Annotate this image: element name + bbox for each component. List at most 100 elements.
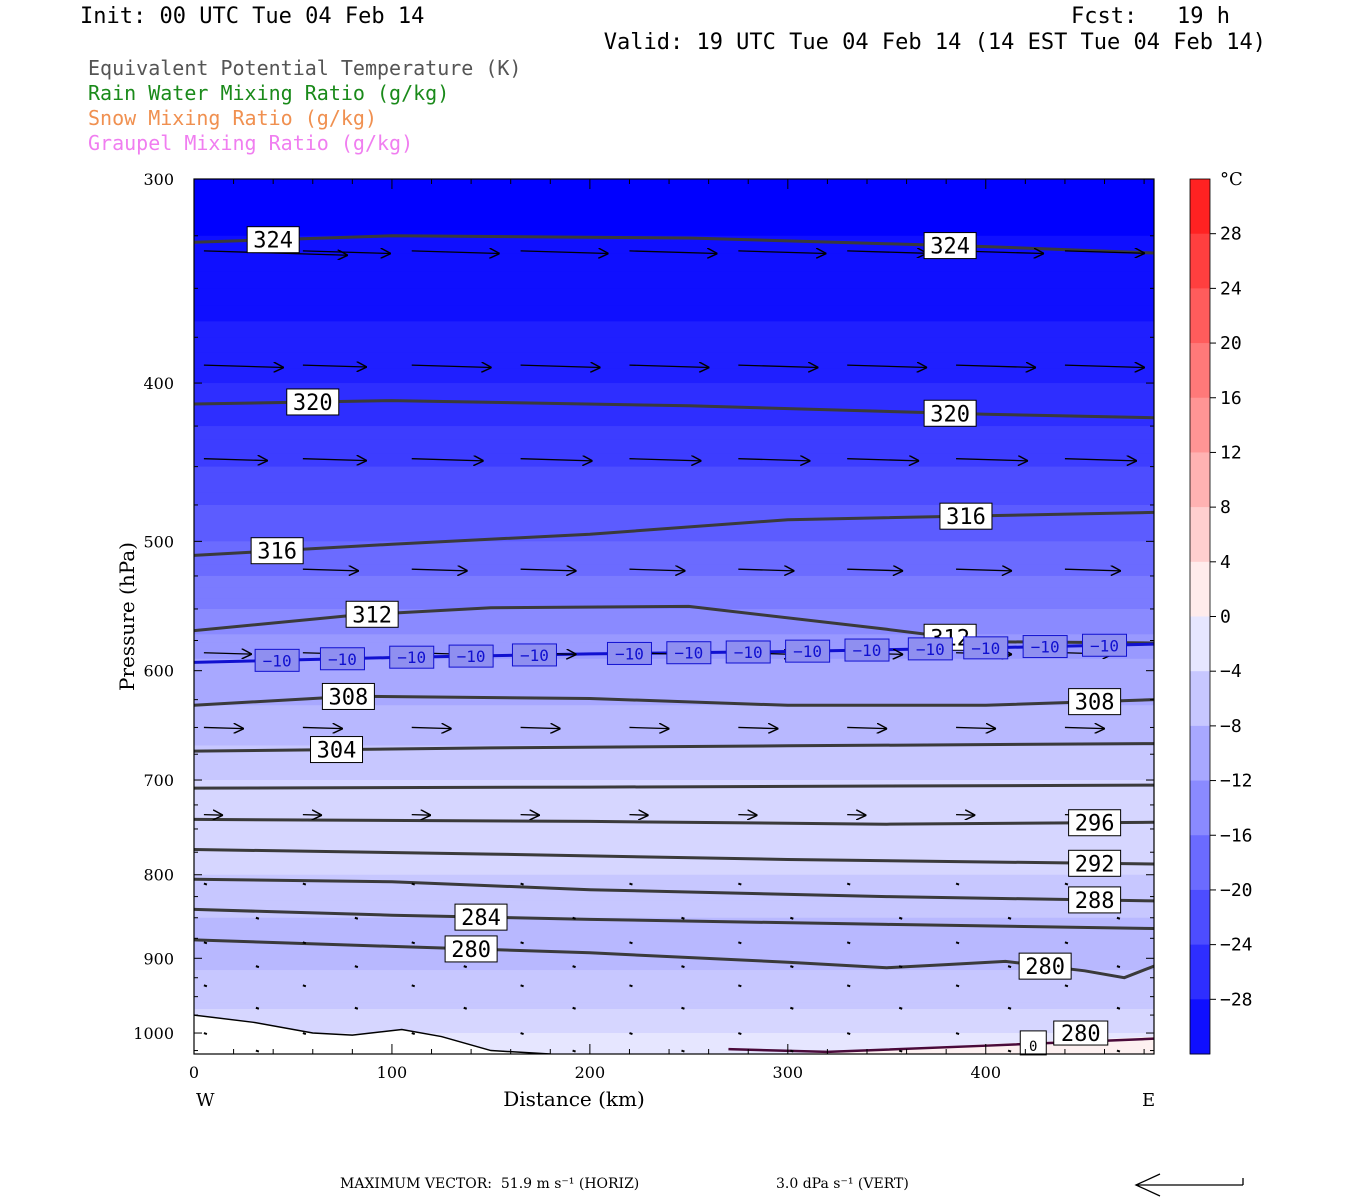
colorbar-segment <box>1190 671 1210 727</box>
x-tick-label: 100 <box>377 1063 408 1082</box>
temperature-band <box>194 670 1154 684</box>
theta-e-label-box <box>1068 809 1122 837</box>
temperature-band <box>194 271 1154 289</box>
wind-vector <box>520 459 593 461</box>
isotherm-label: −10 <box>1022 635 1068 659</box>
temperature-band <box>194 617 1154 627</box>
legend-snow: Snow Mixing Ratio (g/kg) <box>88 106 377 130</box>
theta-e-contour-296 <box>194 817 1154 826</box>
temperature-band <box>194 1021 1154 1028</box>
temperature-band <box>194 838 1154 849</box>
colorbar-segment <box>1190 944 1210 1000</box>
wind-vector-small <box>411 1032 416 1035</box>
wind-vector-small <box>354 916 359 920</box>
temperature-band <box>194 1050 1154 1054</box>
isotherm-label-text: −10 <box>328 650 357 669</box>
wind-vector <box>411 251 500 254</box>
wind-vector <box>520 815 540 816</box>
wind-vector <box>847 365 927 367</box>
y-tick-label: 300 <box>143 170 174 189</box>
wind-vector <box>1064 251 1145 253</box>
wind-vector <box>847 727 887 728</box>
wind-vector <box>1064 727 1105 728</box>
theta-e-label-text: 320 <box>930 402 970 427</box>
wind-vector <box>847 251 927 253</box>
isotherm-label-text: −10 <box>457 647 486 666</box>
wind-vector-small <box>1007 965 1012 969</box>
legend-graupel: Graupel Mixing Ratio (g/kg) <box>88 131 414 155</box>
wind-vector <box>203 365 284 367</box>
colorbar-label: −16 <box>1220 825 1253 846</box>
wind-vector-small <box>681 965 685 969</box>
temperature-band <box>194 809 1154 821</box>
temperature-band <box>194 492 1154 506</box>
wind-vector-small <box>203 984 208 988</box>
wind-vector-small <box>898 965 903 969</box>
colorbar-segment <box>1190 343 1210 399</box>
wind-vector <box>203 815 223 816</box>
theta-e-label: 316 <box>939 502 993 530</box>
wind-vector <box>738 251 826 254</box>
theta-e-label-box <box>1018 952 1072 980</box>
theta-e-label: 308 <box>1068 688 1122 716</box>
temperature-band <box>194 790 1154 801</box>
wind-vector-small <box>955 984 960 988</box>
theta-e-label-text: 312 <box>352 603 392 628</box>
wind-vector-small <box>955 882 960 886</box>
isotherm-label: −10 <box>725 640 771 664</box>
temperature-band <box>194 900 1154 910</box>
temperature-band <box>194 504 1154 518</box>
max-vector-arrow <box>1134 1173 1244 1197</box>
temperature-band <box>194 517 1154 531</box>
theta-e-label-box <box>1068 886 1122 914</box>
colorbar-label: 20 <box>1220 333 1242 354</box>
isotherm-label-text: −10 <box>520 646 549 665</box>
temperature-band <box>194 856 1154 867</box>
colorbar-label: 24 <box>1220 278 1242 299</box>
wind-vector-small <box>203 882 208 886</box>
wind-vector <box>629 459 701 461</box>
y-tick-label: 700 <box>143 771 174 790</box>
wind-vector-small <box>255 1049 260 1053</box>
temperature-band <box>194 800 1154 811</box>
temperature-band <box>194 909 1154 919</box>
isotherm-label: −10 <box>963 636 1009 660</box>
isotherm-label-text: −10 <box>853 641 882 660</box>
theta-e-label: 280 <box>444 935 498 963</box>
wind-vector-small <box>629 941 633 945</box>
theta-e-label-text: 324 <box>930 235 970 260</box>
colorbar-label: 12 <box>1220 442 1242 463</box>
theta-e-label: 324 <box>923 232 977 260</box>
theta-e-label-text: 296 <box>1075 812 1115 837</box>
isotherm-label-text: −10 <box>1090 636 1119 655</box>
valid-time-label: Valid: 19 UTC Tue 04 Feb 14 (14 EST Tue … <box>603 30 1266 55</box>
colorbar-label: −12 <box>1220 771 1253 792</box>
wind-vector <box>411 727 452 728</box>
wind-vector-small <box>846 941 851 945</box>
temperature-band <box>194 352 1154 369</box>
temperature-band <box>194 1008 1154 1016</box>
temperature-band <box>194 608 1154 619</box>
wind-vector <box>302 727 343 728</box>
theta-e-label-text: 324 <box>253 229 293 254</box>
wind-vector-small <box>520 984 524 988</box>
theta-e-label: 324 <box>246 226 300 254</box>
wind-vector-small <box>790 1006 794 1010</box>
wind-vector-small <box>302 984 307 988</box>
theta-e-contour-300 <box>194 783 1154 790</box>
wind-vector <box>629 815 648 816</box>
isotherm-label: −10 <box>1082 633 1128 657</box>
wind-vector-small <box>572 1049 576 1053</box>
temperature-band <box>194 179 1154 200</box>
temperature-band <box>194 1047 1154 1052</box>
wind-vector-small <box>955 1032 960 1035</box>
theta-e-label-text: 280 <box>451 938 491 963</box>
wind-vector-small <box>1116 965 1121 969</box>
isotherm-label-box <box>511 643 557 667</box>
x-end-label-east: E <box>1142 1090 1155 1111</box>
isotherm-label-box <box>1082 633 1128 657</box>
theta-e-label-text: 308 <box>1075 691 1115 716</box>
theta-e-label-text: 280 <box>1025 955 1065 980</box>
wind-vector <box>520 569 577 571</box>
temperature-band <box>194 960 1154 971</box>
